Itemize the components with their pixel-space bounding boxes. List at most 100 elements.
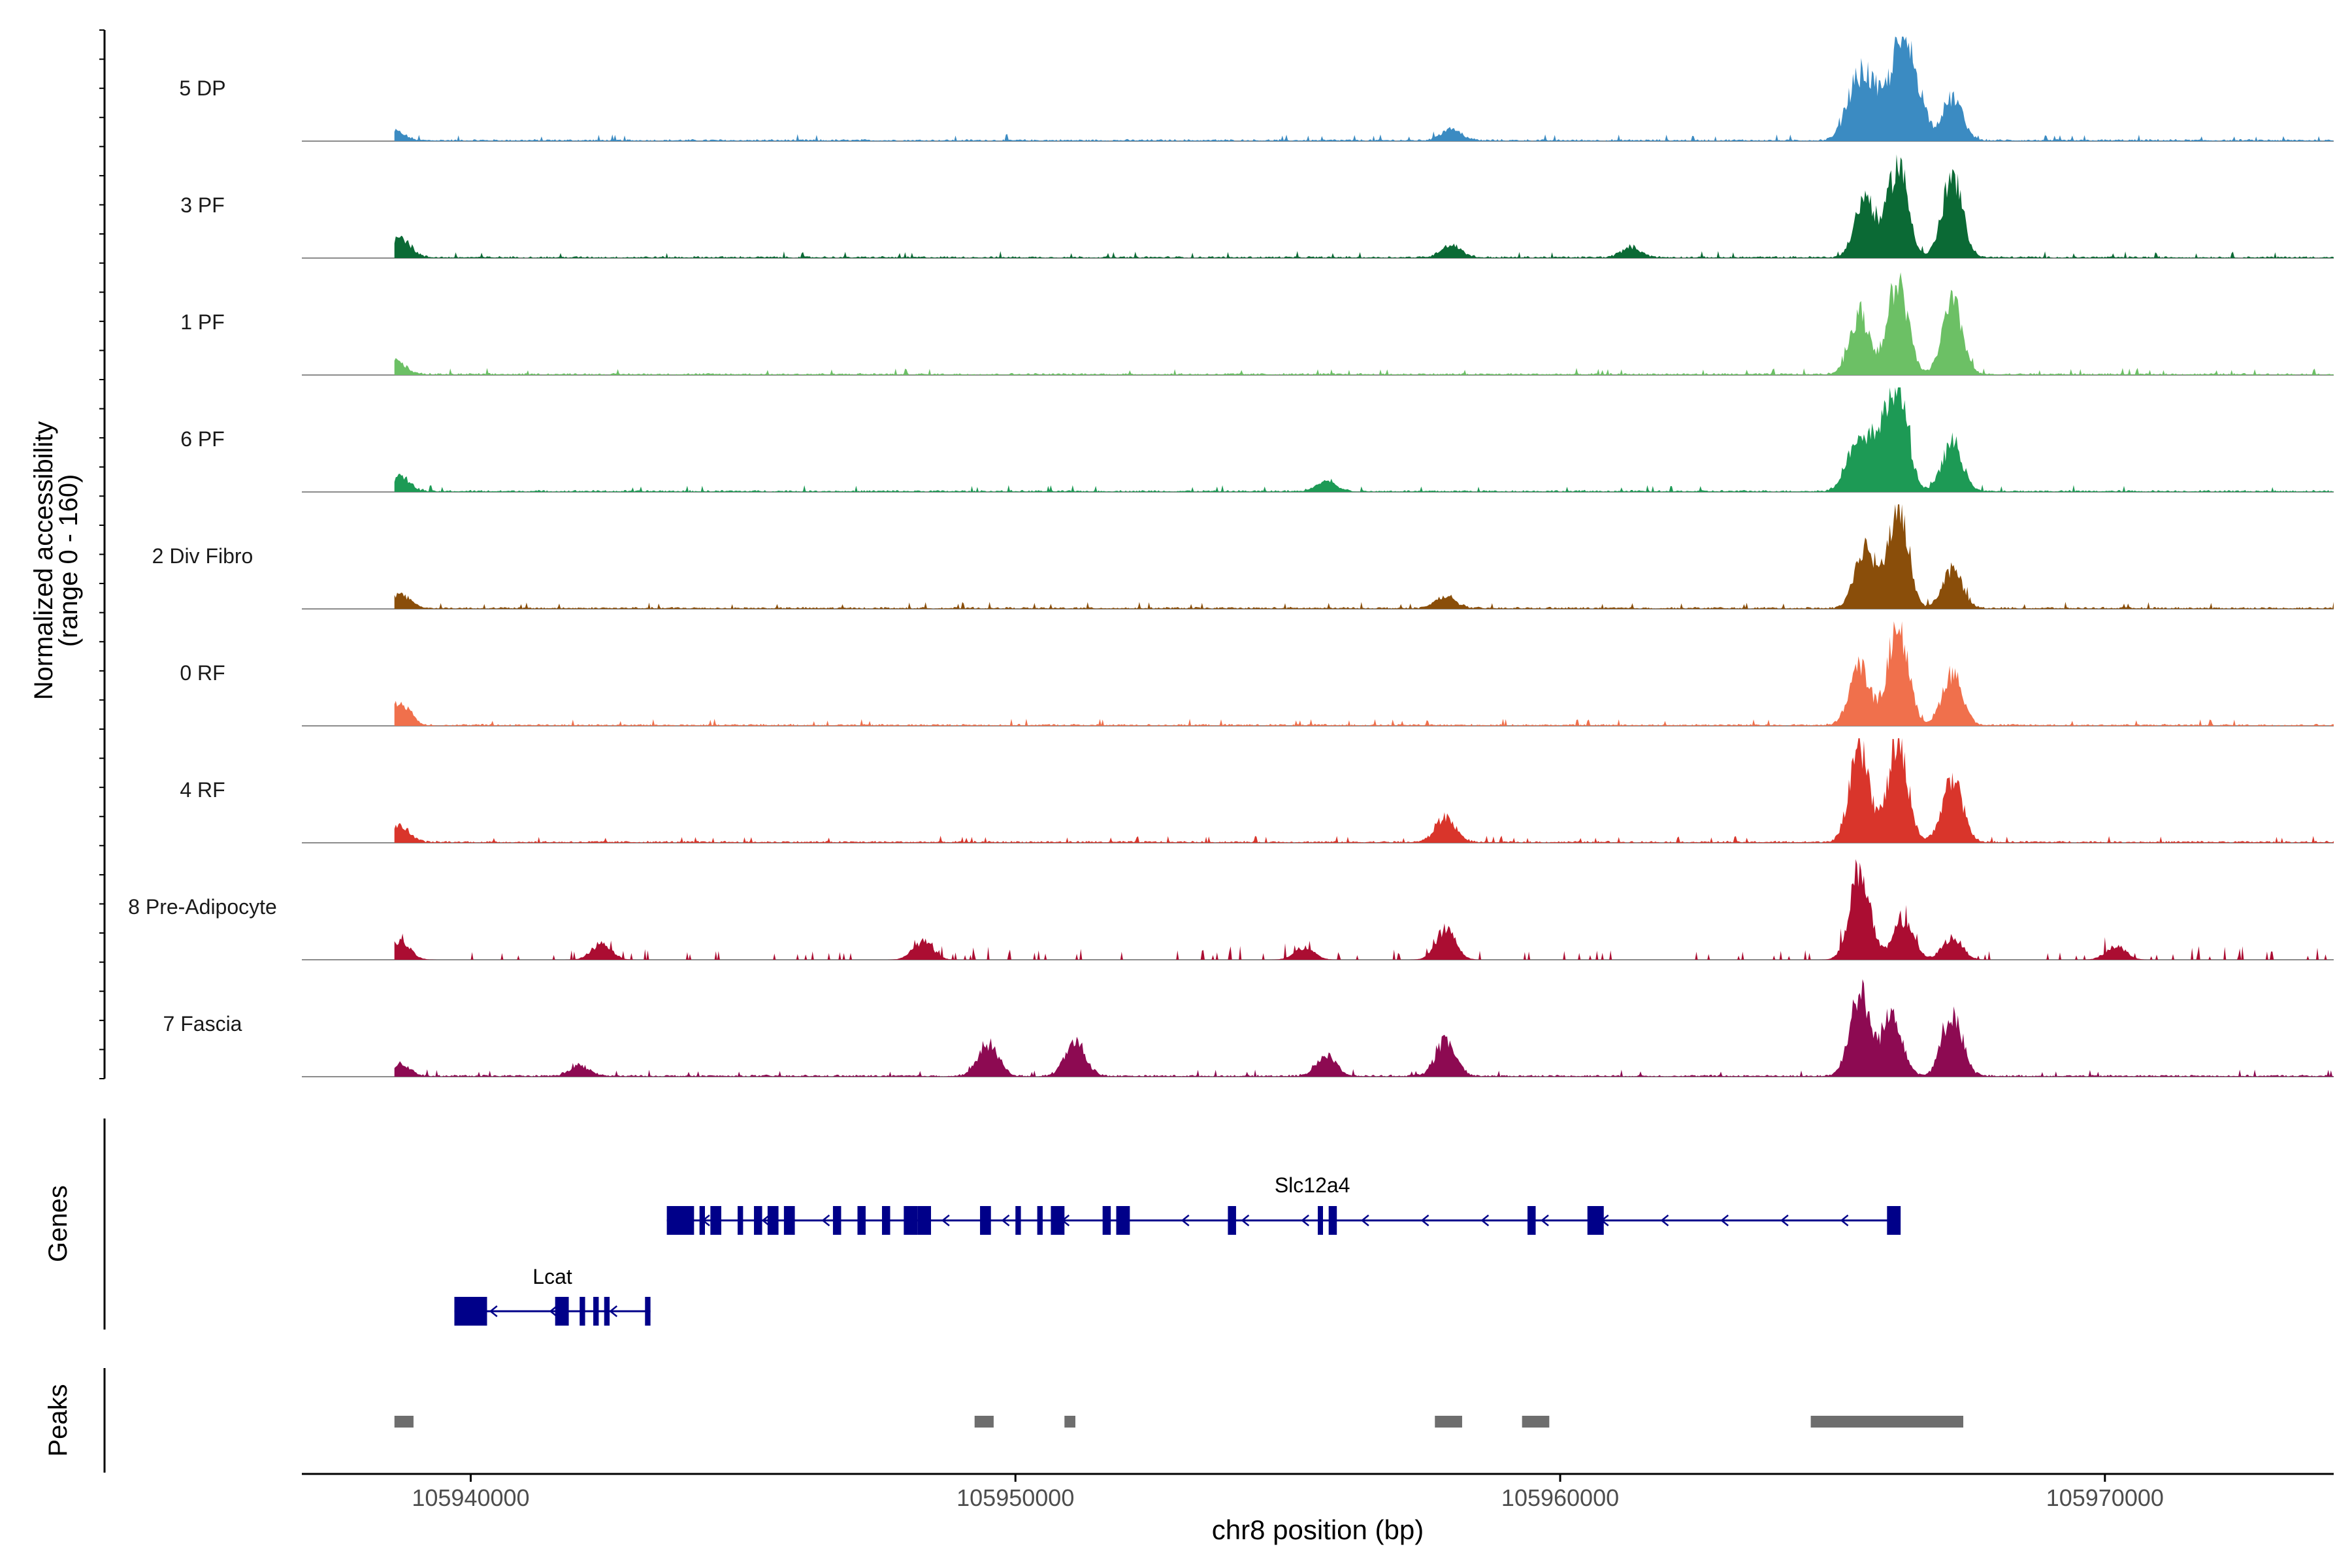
track-label: 4 RF — [180, 778, 225, 802]
track-label: 1 PF — [180, 310, 225, 334]
exon — [1587, 1206, 1604, 1235]
peak-region — [1522, 1416, 1550, 1428]
gene-label: Slc12a4 — [1275, 1173, 1350, 1197]
track-2-div-fibro: 2 Div Fibro — [152, 504, 2334, 610]
peaks-panel: Peaks — [44, 1368, 1964, 1473]
track-5-dp: 5 DP — [179, 37, 2334, 142]
strand-arrow — [609, 1305, 618, 1317]
exon — [832, 1206, 841, 1235]
exon — [1318, 1206, 1323, 1235]
exon — [699, 1206, 705, 1235]
gene-slc12a4: Slc12a4 — [666, 1173, 1901, 1235]
x-tick-label: 105960000 — [1501, 1484, 1619, 1511]
x-axis-label: chr8 position (bp) — [1212, 1514, 1424, 1545]
coverage-area — [394, 621, 2334, 726]
exon — [1527, 1206, 1536, 1235]
track-1-pf: 1 PF — [180, 272, 2334, 376]
strand-arrow — [1840, 1215, 1849, 1226]
x-tick-label: 105950000 — [956, 1484, 1074, 1511]
strand-arrow — [1780, 1215, 1789, 1226]
x-tick-label: 105970000 — [2046, 1484, 2164, 1511]
track-label: 3 PF — [180, 193, 225, 217]
exon — [980, 1206, 991, 1235]
strand-arrow — [1480, 1215, 1490, 1226]
coverage-area — [394, 738, 2334, 843]
exon — [666, 1206, 694, 1235]
track-label: 7 Fascia — [163, 1012, 242, 1036]
strand-arrow — [1181, 1215, 1190, 1226]
coverage-area — [394, 979, 2334, 1077]
exon — [917, 1206, 932, 1235]
x-axis: 105940000 105950000 105960000 105970000 chr… — [302, 1473, 2334, 1545]
strand-arrow — [761, 1215, 770, 1226]
genes-panel: Genes Slc12a4 Lcat — [44, 1119, 1901, 1330]
exon — [904, 1206, 918, 1235]
track-8-pre-adipocyte: 8 Pre-Adipocyte — [128, 859, 2334, 960]
exon — [1102, 1206, 1111, 1235]
coverage-area — [394, 387, 2334, 492]
exon — [857, 1206, 866, 1235]
track-label: 5 DP — [179, 76, 225, 100]
exon — [580, 1297, 585, 1326]
strand-arrow — [1420, 1215, 1429, 1226]
exon — [1328, 1206, 1337, 1235]
coverage-area — [394, 37, 2334, 141]
exon — [1887, 1206, 1901, 1235]
strand-arrow — [1541, 1215, 1549, 1226]
exon — [1228, 1206, 1236, 1235]
coverage-area — [394, 154, 2334, 258]
coverage-area — [394, 859, 2334, 960]
exon — [645, 1297, 651, 1326]
exon — [454, 1297, 487, 1326]
exon — [783, 1206, 795, 1235]
exon — [738, 1206, 743, 1235]
peaks-panel-label: Peaks — [44, 1384, 73, 1456]
exon — [1015, 1206, 1021, 1235]
track-label: 6 PF — [180, 427, 225, 451]
y-axis-ticks — [99, 29, 105, 1079]
exon — [1037, 1206, 1043, 1235]
strand-arrow — [1241, 1215, 1250, 1226]
track-0-rf: 0 RF — [180, 621, 2334, 727]
strand-arrow — [1001, 1215, 1010, 1226]
exon — [767, 1206, 779, 1235]
peak-region — [974, 1416, 994, 1428]
track-label: 2 Div Fibro — [152, 544, 253, 568]
peak-region — [394, 1416, 414, 1428]
exon — [754, 1206, 762, 1235]
peak-region — [1064, 1416, 1075, 1428]
coverage-area — [394, 504, 2334, 609]
exon — [710, 1206, 722, 1235]
y-axis: Normalized accessibility (range 0 - 160) — [29, 29, 106, 1079]
peak-region — [1810, 1416, 1964, 1428]
y-axis-label-line2: (range 0 - 160) — [54, 474, 83, 647]
track-4-rf: 4 RF — [180, 738, 2334, 843]
strand-arrow — [1660, 1215, 1669, 1226]
strand-arrow — [821, 1215, 830, 1226]
strand-arrow — [489, 1305, 498, 1317]
track-label: 0 RF — [180, 661, 225, 685]
exon — [593, 1297, 599, 1326]
track-3-pf: 3 PF — [180, 154, 2334, 259]
exon — [881, 1206, 890, 1235]
gene-lcat: Lcat — [454, 1265, 651, 1326]
genes-panel-label: Genes — [44, 1185, 73, 1262]
strand-arrow — [1360, 1215, 1369, 1226]
strand-arrow — [549, 1305, 558, 1317]
strand-arrow — [941, 1215, 950, 1226]
gene-label: Lcat — [532, 1265, 572, 1288]
coverage-area — [394, 272, 2334, 375]
exon — [1116, 1206, 1130, 1235]
track-label: 8 Pre-Adipocyte — [128, 895, 277, 919]
coverage-tracks: 5 DP 3 PF 1 PF 6 PF 2 Div Fibro 0 RF 4 RF 8 Pre… — [128, 37, 2334, 1077]
exon — [555, 1297, 569, 1326]
x-tick-label: 105940000 — [412, 1484, 529, 1511]
y-axis-label-line1: Normalized accessibility — [29, 421, 58, 700]
track-6-pf: 6 PF — [180, 387, 2334, 493]
track-7-fascia: 7 Fascia — [163, 979, 2334, 1077]
peak-region — [1435, 1416, 1462, 1428]
exon — [1051, 1206, 1065, 1235]
exon — [604, 1297, 610, 1326]
strand-arrow — [1720, 1215, 1729, 1226]
